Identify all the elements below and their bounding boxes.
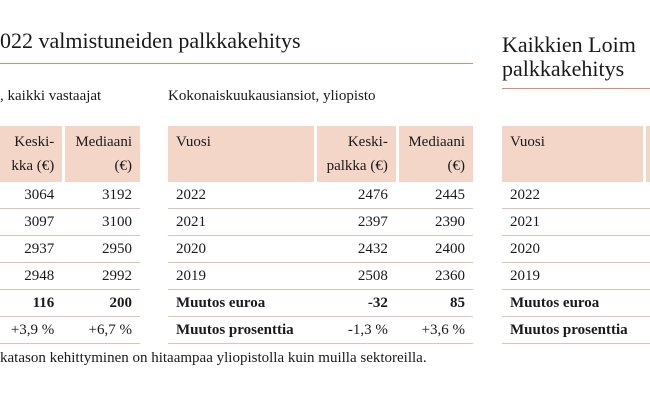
table-row: Muutos euroa bbox=[502, 290, 650, 317]
table-cell: 200 bbox=[62, 290, 140, 317]
table-row: Muutos euroa -32 85 bbox=[168, 290, 473, 317]
table-cell: +6,7 % bbox=[62, 317, 140, 344]
table-cell: 2937 bbox=[0, 236, 63, 263]
table-cell bbox=[643, 290, 650, 317]
table-cell: 2021 bbox=[502, 209, 644, 236]
table-row: 116 200 bbox=[0, 290, 140, 317]
table-cell: Muutos prosenttia bbox=[168, 317, 314, 344]
table-row: 2022 2476 2445 bbox=[168, 182, 473, 209]
table-a-header-median: Mediaani (€) bbox=[62, 126, 140, 182]
table-cell bbox=[643, 236, 650, 263]
table-row: 3097 3100 bbox=[0, 209, 140, 236]
table-cell: 2445 bbox=[395, 182, 473, 209]
table-cell: +3,6 % bbox=[395, 317, 473, 344]
table-c-header-year: Vuosi bbox=[502, 126, 644, 182]
table-cell: +3,9 % bbox=[0, 317, 63, 344]
table-row: Muutos prosenttia -1,3 % +3,6 % bbox=[168, 317, 473, 344]
table-cell: 2508 bbox=[313, 263, 396, 290]
table-cell: 2360 bbox=[395, 263, 473, 290]
table-cell: 3192 bbox=[62, 182, 140, 209]
table-cell: 2400 bbox=[395, 236, 473, 263]
table-row: 2021 bbox=[502, 209, 650, 236]
table-cell: 2948 bbox=[0, 263, 63, 290]
table-cell: 3100 bbox=[62, 209, 140, 236]
table-row: +3,9 % +6,7 % bbox=[0, 317, 140, 344]
table-cell: 2397 bbox=[313, 209, 396, 236]
footnote: katason kehittyminen on hitaampaa yliopi… bbox=[0, 350, 427, 366]
table-a-subtitle: , kaikki vastaajat bbox=[0, 88, 102, 104]
table-b-header-median: Mediaani (€) bbox=[395, 126, 473, 182]
table-cell: 3097 bbox=[0, 209, 63, 236]
table-row: 2022 bbox=[502, 182, 650, 209]
right-title-rule bbox=[502, 88, 650, 89]
table-cell bbox=[643, 209, 650, 236]
table-cell: 2390 bbox=[395, 209, 473, 236]
table-b-subtitle: Kokonaiskuukausiansiot, yliopisto bbox=[168, 88, 376, 104]
salary-table-all-respondents: Keski-kka (€) Mediaani (€) 3064 3192 3097… bbox=[0, 126, 140, 344]
table-cell: -1,3 % bbox=[313, 317, 396, 344]
table-row: Muutos prosenttia bbox=[502, 317, 650, 344]
left-section-title: 022 valmistuneiden palkkakehitys bbox=[0, 28, 301, 53]
table-row: 2948 2992 bbox=[0, 263, 140, 290]
table-cell: 2476 bbox=[313, 182, 396, 209]
table-cell: 2992 bbox=[62, 263, 140, 290]
table-row: 3064 3192 bbox=[0, 182, 140, 209]
salary-table-all-members: Vuosi 2022 2021 2020 2019 Muutos euroa M… bbox=[502, 126, 650, 344]
table-a-header-average: Keski-kka (€) bbox=[0, 126, 63, 182]
table-cell: 2020 bbox=[502, 236, 644, 263]
table-cell: 2022 bbox=[168, 182, 314, 209]
table-cell: -32 bbox=[313, 290, 396, 317]
table-row: 2020 bbox=[502, 236, 650, 263]
left-title-rule bbox=[0, 63, 473, 64]
table-cell: 2020 bbox=[168, 236, 314, 263]
table-cell bbox=[643, 263, 650, 290]
table-cell: 85 bbox=[395, 290, 473, 317]
table-row: 2019 bbox=[502, 263, 650, 290]
right-section-title-line2: palkkakehitys bbox=[502, 56, 625, 81]
table-b-header-year: Vuosi bbox=[168, 126, 314, 182]
table-cell: 2022 bbox=[502, 182, 644, 209]
table-cell: Muutos euroa bbox=[502, 290, 644, 317]
table-row: 2020 2432 2400 bbox=[168, 236, 473, 263]
table-b-header-average: Keski-palkka (€) bbox=[313, 126, 396, 182]
table-cell bbox=[643, 182, 650, 209]
table-c-header-cropped bbox=[643, 126, 650, 182]
salary-table-university: Vuosi Keski-palkka (€) Mediaani (€) 2022 … bbox=[168, 126, 473, 344]
table-cell: 3064 bbox=[0, 182, 63, 209]
table-cell: Muutos prosenttia bbox=[502, 317, 644, 344]
table-row: 2937 2950 bbox=[0, 236, 140, 263]
table-cell: 2950 bbox=[62, 236, 140, 263]
table-cell: Muutos euroa bbox=[168, 290, 314, 317]
table-cell: 2021 bbox=[168, 209, 314, 236]
table-cell: 2019 bbox=[168, 263, 314, 290]
right-section-title-line1: Kaikkien Loim bbox=[502, 32, 636, 57]
table-row: 2019 2508 2360 bbox=[168, 263, 473, 290]
table-cell bbox=[643, 317, 650, 344]
table-cell: 2019 bbox=[502, 263, 644, 290]
table-cell: 116 bbox=[0, 290, 63, 317]
table-cell: 2432 bbox=[313, 236, 396, 263]
table-row: 2021 2397 2390 bbox=[168, 209, 473, 236]
